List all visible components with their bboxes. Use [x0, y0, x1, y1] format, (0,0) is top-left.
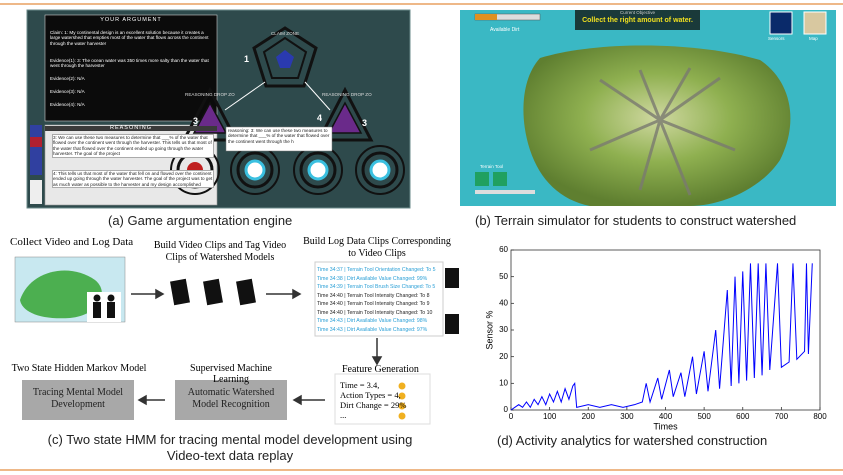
log-line: Time 34:40 | Terrain Tool Intensity Chan… — [317, 292, 430, 299]
reasoning-text: 3: We can use these two measures to dete… — [52, 134, 214, 158]
x-tick-label: 200 — [582, 412, 596, 421]
caption: (b) Terrain simulator for students to co… — [475, 213, 797, 228]
feature: Time = 3.4, — [340, 380, 380, 390]
objective: Collect the right amount of water. — [582, 17, 693, 24]
y-tick-label: 10 — [499, 378, 508, 387]
popup-text: reasoning: 3: We can use these two measu… — [228, 128, 330, 144]
log-line: Time 34:38 | Dirt Available Value Change… — [317, 275, 428, 282]
y-tick-label: 30 — [499, 325, 508, 334]
zone-label: CLAIM ZONE — [270, 31, 300, 36]
caption: (a) Game argumentation engine — [108, 213, 293, 228]
dirt-label: Available Dirt — [490, 27, 520, 33]
data-line — [510, 263, 813, 411]
zone-label: REASONING DROP ZO — [322, 92, 372, 97]
caption: (d) Activity analytics for watershed con… — [497, 433, 768, 448]
step-box: Automatic Watershed Model Recognition — [187, 387, 275, 410]
y-tick-label: 50 — [499, 272, 508, 281]
evidence-text: Evidence(1): 3: The ocean water was 350 … — [50, 58, 209, 69]
zone-number: 4 — [317, 113, 323, 123]
sensors-button[interactable]: Sensors — [768, 36, 785, 41]
x-tick-label: 500 — [697, 412, 711, 421]
step-label: Two State Hidden Markov Model — [11, 363, 147, 374]
feature: ... — [340, 410, 347, 420]
y-axis-label: Sensor % — [484, 310, 494, 349]
step-label: Build Log Data Clips Corresponding to Vi… — [303, 236, 451, 259]
step-label: Build Video Clips and Tag Video Clips of… — [153, 240, 287, 263]
feature: Dirt Change = 29% — [340, 400, 407, 410]
reasoning-text: 4: This tells us that most of the water … — [52, 170, 214, 189]
map-button[interactable]: Map — [809, 36, 818, 41]
argument-title: YOUR ARGUMENT — [100, 17, 162, 23]
y-tick-label: 20 — [499, 352, 508, 361]
y-tick-label: 40 — [499, 298, 508, 307]
zone-number: 3 — [362, 118, 368, 128]
log-line: Time 34:37 | Terrain Tool Orientation Ch… — [317, 267, 436, 273]
log-line: Time 34:40 | Terrain Tool Intensity Chan… — [317, 309, 433, 316]
feature: Action Types = 4, — [340, 390, 401, 400]
x-tick-label: 300 — [620, 412, 634, 421]
feature-list: Time = 3.4, Action Types = 4, Dirt Chang… — [340, 380, 406, 420]
zone-label: REASONING DROP ZO — [185, 92, 235, 97]
caption: (c) Two state HMM for tracing mental mod… — [47, 432, 413, 463]
evidence-text: Evidence(2): N/A — [50, 76, 85, 81]
reasoning-title: REASONING — [45, 125, 217, 132]
log-line: Time 34:43 | Dirt Available Value Change… — [317, 326, 428, 333]
y-tick-label: 60 — [499, 245, 508, 254]
log-list: Time 34:37 | Terrain Tool Orientation Ch… — [317, 266, 443, 334]
evidence-text: Evidence(3): N/A — [50, 89, 85, 94]
zone-number: 3 — [193, 116, 199, 126]
x-tick-label: 700 — [775, 412, 789, 421]
step-label: Collect Video and Log Data — [10, 236, 134, 248]
claim-text: Claim: 1: My continental design is an ex… — [50, 30, 209, 46]
objective-title: Current Objective — [619, 10, 655, 15]
log-line: Time 34:43 | Dirt Available Value Change… — [317, 318, 428, 324]
y-tick-label: 0 — [504, 405, 509, 414]
zone-number: 1 — [244, 54, 250, 64]
x-tick-label: 600 — [736, 412, 750, 421]
step-label: Supervised Machine Learning — [190, 363, 272, 385]
log-line: Time 34:40 | Terrain Tool Intensity Chan… — [317, 301, 430, 307]
evidence-text: Evidence(4): N/A — [50, 102, 85, 107]
x-axis-label: Times — [653, 421, 678, 431]
log-line: Time 34:39 | Terrain Tool Brush Size Cha… — [317, 284, 436, 290]
x-tick-label: 100 — [543, 412, 557, 421]
x-tick-label: 800 — [813, 412, 827, 421]
x-tick-label: 400 — [659, 412, 673, 421]
x-tick-label: 0 — [509, 412, 514, 421]
step-box: Tracing Mental Model Development — [32, 387, 124, 410]
step-label: Feature Generation — [342, 364, 419, 375]
terrain-tool-label: Terrain Tool — [480, 164, 504, 169]
